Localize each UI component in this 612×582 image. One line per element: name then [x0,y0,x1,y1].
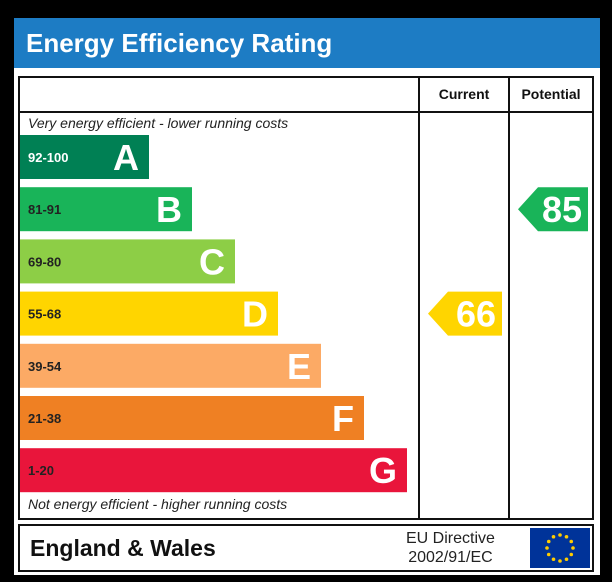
eu-star [558,533,562,537]
band-letter-a: A [113,137,139,178]
directive-line-1: EU Directive [406,530,495,547]
eu-directive-label: EU Directive 2002/91/EC [406,529,495,567]
current-rating-arrow-value: 66 [456,294,496,335]
band-bar-b [20,187,192,232]
band-bar-g [20,448,407,493]
band-bar-e [20,343,321,388]
header-divider [20,111,592,113]
band-f: 21-38 F [20,396,364,440]
band-range-e: 39-54 [28,359,62,374]
inefficient-note: Not energy efficient - higher running co… [28,496,288,512]
band-d: 55-68 D [20,291,278,336]
directive-line-2: 2002/91/EC [408,549,493,566]
eu-star [546,539,551,544]
potential-column-header: Potential [521,86,581,102]
band-bar-c [20,239,235,284]
band-a: 92-100 A [20,135,149,179]
band-g: 1-20 G [20,448,407,493]
footer: England & Wales EU Directive 2002/91/EC [18,524,594,572]
band-letter-d: D [242,294,268,335]
band-letter-b: B [156,189,182,230]
efficient-note: Very energy efficient - lower running co… [28,115,289,131]
potential-rating-arrow-value: 85 [542,189,582,230]
band-range-b: 81-91 [28,202,61,217]
divider-current [418,78,420,518]
eu-flag-icon [530,528,590,568]
band-range-a: 92-100 [28,150,68,165]
eu-star [546,552,551,557]
band-bar-f [20,396,364,440]
eu-star [569,539,574,544]
potential-rating-arrow: 85 [518,187,588,232]
band-bar-d [20,291,278,336]
eu-star [551,534,556,539]
rating-grid: Current Potential Very energy efficient … [18,76,594,520]
band-e: 39-54 E [20,343,321,388]
band-letter-e: E [287,346,311,387]
band-letter-g: G [369,450,397,491]
band-letter-f: F [332,398,354,439]
current-column-header: Current [438,86,490,102]
band-range-g: 1-20 [28,463,54,478]
epc-chart: Energy Efficiency Rating Current Potenti… [14,18,600,575]
chart-title: Energy Efficiency Rating [14,18,600,68]
eu-star [545,546,549,550]
band-range-f: 21-38 [28,411,61,426]
region-label: England & Wales [30,535,216,561]
divider-potential [508,78,510,518]
potential-rating-arrow-shape [518,187,588,232]
current-rating-arrow: 66 [428,291,502,336]
rating-bands: 92-100 A 81-91 B 69-80 C 55-68 D 39-54 E 21-38 F 1-2… [20,135,588,493]
eu-star [571,546,575,550]
band-range-c: 69-80 [28,254,61,269]
current-rating-arrow-shape [428,291,502,336]
band-letter-c: C [199,241,225,282]
eu-star [564,534,569,539]
eu-star [551,557,556,562]
eu-star [569,552,574,557]
band-range-d: 55-68 [28,307,61,322]
band-c: 69-80 C [20,239,235,284]
band-b: 81-91 B [20,187,192,232]
eu-star [558,559,562,563]
band-bar-a [20,135,149,179]
eu-star [564,557,569,562]
